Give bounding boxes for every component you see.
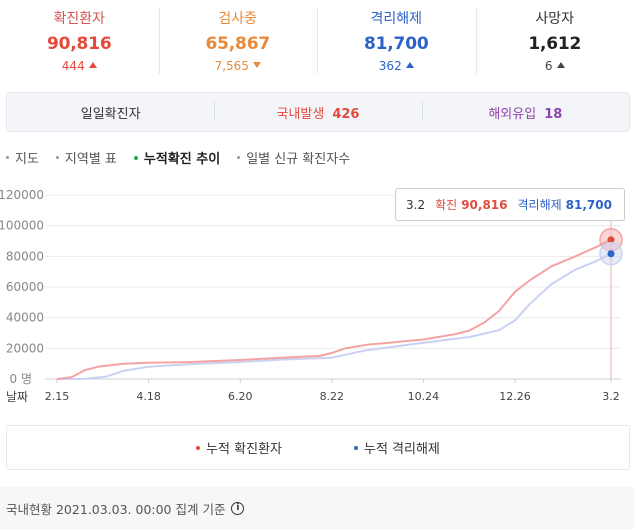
tooltip-released-value: 81,700 — [565, 197, 612, 212]
series-line-confirmed — [56, 238, 612, 380]
daily-confirmed-label: 일일확진자 — [80, 106, 141, 122]
y-tick-label: 80000 — [6, 249, 44, 263]
legend-confirmed[interactable]: 누적 확진환자 — [196, 438, 282, 457]
y-tick-label: 0 명 — [10, 372, 33, 386]
overseas-value: 18 — [544, 106, 563, 122]
stat-testing: 검사중 65,867 7,565 — [158, 0, 318, 80]
cumulative-chart: 0 명 20000 40000 60000 80000 100000 120000 날짜 2.1… — [0, 188, 623, 404]
bullet-icon — [55, 156, 59, 159]
y-tick-label: 40000 — [6, 311, 44, 325]
stat-change-value: 6 — [544, 59, 553, 73]
x-tick-label: 2.15 — [45, 390, 70, 403]
legend-released[interactable]: 누적 격리해제 — [354, 438, 440, 457]
tab-region-table[interactable]: 지역별 표 — [55, 148, 117, 167]
legend-confirmed-label: 누적 확진환자 — [206, 442, 282, 457]
stats-row: 확진환자 90,816 444 검사중 65,867 7,565 격리해제 81,700 362… — [0, 0, 634, 80]
stat-value: 90,816 — [47, 34, 112, 54]
y-tick-label: 20000 — [6, 341, 44, 355]
y-tick-label: 60000 — [6, 280, 44, 294]
domestic-summary[interactable]: 국내발생 426 — [214, 100, 421, 122]
stat-deaths: 사망자 1,612 6 — [475, 0, 634, 80]
overseas-label: 해외유입 — [488, 106, 537, 122]
stat-value: 1,612 — [528, 34, 582, 54]
blue-dot-icon — [354, 445, 358, 450]
series-line-released — [57, 252, 612, 380]
tooltip-confirmed-label: 확진 — [435, 198, 458, 212]
y-tick-label: 120000 — [0, 188, 44, 202]
legend-released-label: 누적 격리해제 — [364, 442, 440, 457]
domestic-value: 426 — [332, 106, 360, 122]
tab-label: 지역별 표 — [64, 152, 117, 167]
tab-label: 일별 신규 확진자수 — [246, 152, 351, 167]
down-arrow-icon — [252, 62, 261, 68]
stat-change: 6 — [476, 58, 634, 74]
tooltip-released-label: 격리해제 — [517, 198, 562, 212]
x-tick-label: 6.20 — [228, 390, 253, 403]
stat-change: 7,565 — [159, 58, 318, 74]
info-icon[interactable]: i — [231, 501, 245, 515]
footer-text: 국내현황 2021.03.03. 00:00 집계 기준 — [6, 501, 226, 517]
view-tabs: 지도 지역별 표 누적확진 추이 일별 신규 확진자수 — [6, 148, 367, 167]
domestic-label: 국내발생 — [276, 106, 325, 122]
stat-label: 검사중 — [218, 11, 258, 27]
stat-change: 444 — [0, 58, 159, 74]
x-tick-label: 12.26 — [499, 390, 531, 403]
data-point-confirmed — [607, 236, 615, 244]
red-dot-icon — [196, 445, 201, 450]
tab-daily-new[interactable]: 일별 신규 확진자수 — [237, 148, 350, 167]
tooltip-confirmed-value: 90,816 — [461, 197, 508, 212]
x-tick-label: 8.22 — [320, 390, 345, 403]
stat-label: 확진환자 — [53, 11, 106, 27]
x-tick-label: 10.24 — [408, 390, 440, 403]
tab-label: 누적확진 추이 — [143, 152, 221, 167]
stat-released: 격리해제 81,700 362 — [317, 0, 476, 80]
x-tick-label: 3.2 — [602, 390, 620, 403]
stat-label: 격리해제 — [370, 11, 423, 27]
chart-tooltip: 3.2 확진 90,816 격리해제 81,700 — [395, 188, 625, 221]
stat-change-value: 444 — [61, 59, 85, 73]
daily-summary-bar: 일일확진자 국내발생 426 해외유입 18 — [6, 92, 630, 132]
stat-change-value: 7,565 — [214, 59, 249, 73]
stat-confirmed: 확진환자 90,816 444 — [0, 0, 159, 80]
daily-confirmed-tab[interactable]: 일일확진자 — [7, 103, 214, 122]
stat-change-value: 362 — [378, 59, 402, 73]
up-arrow-icon — [556, 62, 565, 68]
stat-label: 사망자 — [535, 11, 575, 27]
bullet-icon — [6, 156, 9, 159]
bullet-icon — [237, 156, 241, 159]
stat-change: 362 — [317, 58, 476, 74]
bullet-icon — [133, 155, 138, 160]
footer: 국내현황 2021.03.03. 00:00 집계 기준 i — [0, 487, 634, 529]
overseas-summary[interactable]: 해외유입 18 — [421, 100, 629, 122]
tab-cumulative-trend[interactable]: 누적확진 추이 — [133, 148, 221, 167]
chart-legend: 누적 확진환자 누적 격리해제 — [6, 425, 630, 470]
tab-map[interactable]: 지도 — [6, 148, 39, 167]
y-tick-label: 100000 — [0, 219, 44, 233]
data-point-released — [607, 250, 615, 258]
up-arrow-icon — [405, 62, 414, 68]
stat-value: 81,700 — [364, 34, 429, 54]
tooltip-date: 3.2 — [406, 197, 426, 212]
up-arrow-icon — [88, 62, 97, 68]
stat-value: 65,867 — [205, 34, 271, 54]
x-axis-label: 날짜 — [6, 390, 28, 404]
tab-label: 지도 — [15, 152, 39, 167]
x-tick-label: 4.18 — [136, 390, 161, 403]
